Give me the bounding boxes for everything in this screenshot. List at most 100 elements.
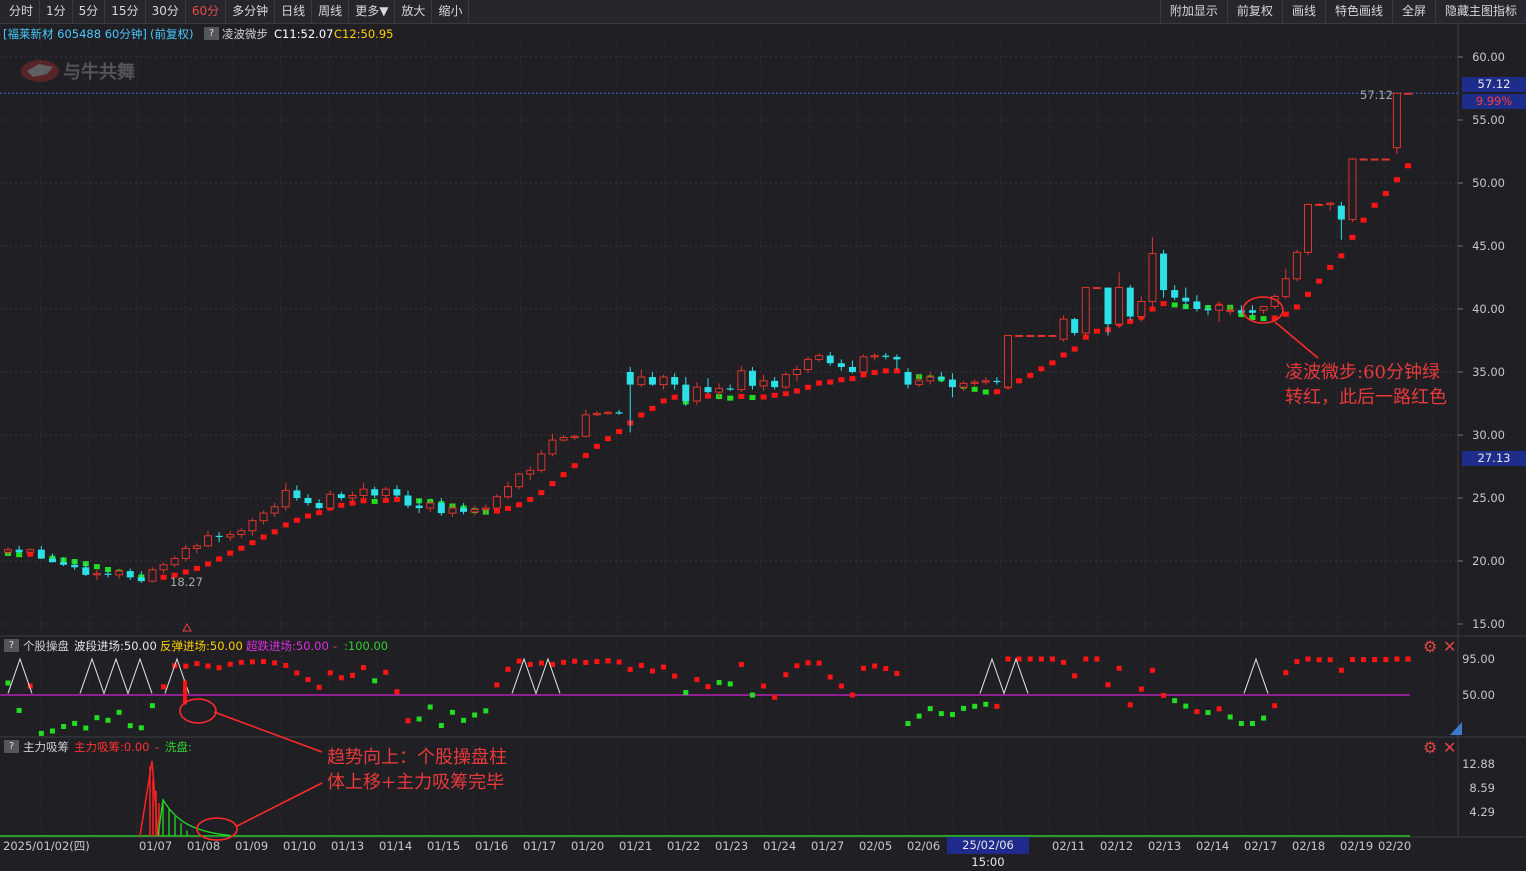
date-label: 02/20 — [1378, 839, 1412, 853]
oscillator-dot — [383, 669, 389, 675]
ma-dot — [982, 389, 989, 395]
candle-body-up — [26, 549, 35, 553]
candle-body-up — [1404, 92, 1412, 95]
ma-dot — [660, 398, 667, 404]
ma-dot — [505, 505, 511, 511]
annotation-arrow-osc — [213, 711, 323, 753]
oscillator-dot — [738, 661, 744, 667]
price-tick-label: 45.00 — [1472, 239, 1505, 253]
date-label: 01/14 — [379, 839, 413, 853]
candle-body-down — [215, 535, 223, 538]
tool-button-2[interactable]: 画线 — [1281, 0, 1325, 23]
date-label: 02/11 — [1052, 839, 1086, 853]
tool-button-3[interactable]: 特色画线 — [1324, 0, 1392, 23]
ma-dot — [871, 369, 878, 375]
oscillator-dot — [1094, 656, 1100, 662]
oscillator-dot — [72, 720, 78, 726]
oscillator-dot — [294, 670, 300, 676]
tool-button-5[interactable]: 隐藏主图指标 — [1434, 0, 1526, 23]
ma-dot — [282, 522, 289, 528]
panel3-settings-icon[interactable]: ⚙ — [1423, 738, 1438, 757]
oscillator-dot — [238, 659, 244, 665]
ma-dot — [1360, 217, 1367, 223]
candle-body-up — [737, 370, 746, 391]
period-tab-10[interactable]: 放大 — [395, 0, 433, 23]
oscillator-dot — [949, 712, 955, 718]
candle-body-up — [526, 469, 535, 475]
help-button-panel3[interactable]: ? — [4, 740, 19, 753]
ma-dot — [171, 572, 178, 578]
ma-dot — [760, 394, 767, 400]
ma-dot — [1327, 264, 1334, 270]
panel2-close-icon[interactable]: ✕ — [1443, 637, 1457, 656]
ma-dot — [1160, 301, 1167, 307]
oscillator-dot — [1116, 665, 1122, 671]
period-tab-6[interactable]: 多分钟 — [226, 0, 276, 23]
help-button-main[interactable]: ? — [204, 27, 219, 40]
period-tab-5[interactable]: 60分 — [186, 0, 227, 23]
oscillator-dot — [527, 661, 533, 667]
candle-body-up — [959, 382, 968, 388]
period-tab-0[interactable]: 分时 — [0, 0, 41, 23]
ma-dot — [16, 552, 23, 558]
candle-body-down — [437, 503, 445, 514]
oscillator-dot — [361, 665, 367, 671]
ma-dot — [838, 377, 845, 383]
oscillator-dot — [61, 724, 67, 729]
ma-dot — [249, 540, 256, 546]
period-tab-9[interactable]: 更多▼ — [349, 0, 396, 23]
panel2-settings-icon[interactable]: ⚙ — [1423, 637, 1438, 656]
candle-body-up — [581, 414, 590, 437]
oscillator-dot — [816, 660, 822, 666]
period-tab-4[interactable]: 30分 — [146, 0, 186, 23]
candle-body-up — [792, 368, 801, 376]
period-tab-8[interactable]: 周线 — [312, 0, 350, 23]
candle-body-up — [715, 387, 724, 393]
period-tab-3[interactable]: 15分 — [105, 0, 146, 23]
candle-body-down — [1237, 310, 1245, 313]
oscillator-dot — [1083, 656, 1089, 662]
wash-curve — [157, 797, 231, 837]
oscillator-dot — [1249, 720, 1255, 726]
oscillator-dot — [38, 730, 44, 736]
oscillator-dot — [1183, 703, 1189, 709]
candle-body-up — [248, 520, 257, 532]
adjust-label: (前复权) — [150, 27, 194, 41]
candle-body-down — [1248, 310, 1256, 313]
candle-body-down — [826, 355, 834, 364]
ma-dot — [527, 496, 534, 502]
ma-dot — [560, 472, 567, 478]
candle-body-down — [1071, 319, 1079, 333]
panel3-tick-label: 8.59 — [1469, 781, 1495, 795]
price-tick-label: 20.00 — [1472, 554, 1505, 568]
candle-body-up — [637, 376, 646, 386]
tool-button-0[interactable]: 附加显示 — [1159, 0, 1227, 23]
candle-body-down — [1126, 287, 1134, 317]
oscillator-dot — [272, 660, 278, 666]
oscillator-dot — [938, 711, 944, 717]
candle-body-down — [1160, 253, 1168, 291]
tool-button-1[interactable]: 前复权 — [1226, 0, 1282, 23]
date-label: 01/16 — [475, 839, 509, 853]
help-button-panel2[interactable]: ? — [4, 639, 19, 652]
period-tab-1[interactable]: 1分 — [40, 0, 73, 23]
candle-body-down — [371, 489, 379, 496]
tool-button-4[interactable]: 全屏 — [1391, 0, 1435, 23]
chart-area: 15.00 20.00 25.00 30.00 35.00 40.00 45.00 50.00… — [0, 24, 1526, 841]
period-tab-2[interactable]: 5分 — [73, 0, 106, 23]
candle-body-up — [804, 358, 812, 370]
ma-dot — [382, 497, 389, 503]
ma-dot — [260, 534, 267, 540]
period-tab-7[interactable]: 日线 — [275, 0, 313, 23]
low-price-label: 18.27 — [170, 575, 203, 589]
ma-dot — [827, 379, 834, 385]
period-tab-11[interactable]: 缩小 — [432, 0, 470, 23]
oscillator-dot — [861, 665, 867, 671]
oscillator-dot — [1372, 657, 1378, 663]
oscillator-dot — [916, 713, 922, 719]
ma-dot — [349, 500, 356, 506]
panel3-close-icon[interactable]: ✕ — [1443, 738, 1457, 757]
date-label: 02/14 — [1196, 839, 1230, 853]
ma-dot — [1405, 163, 1411, 169]
candle-body-down — [1171, 290, 1179, 298]
